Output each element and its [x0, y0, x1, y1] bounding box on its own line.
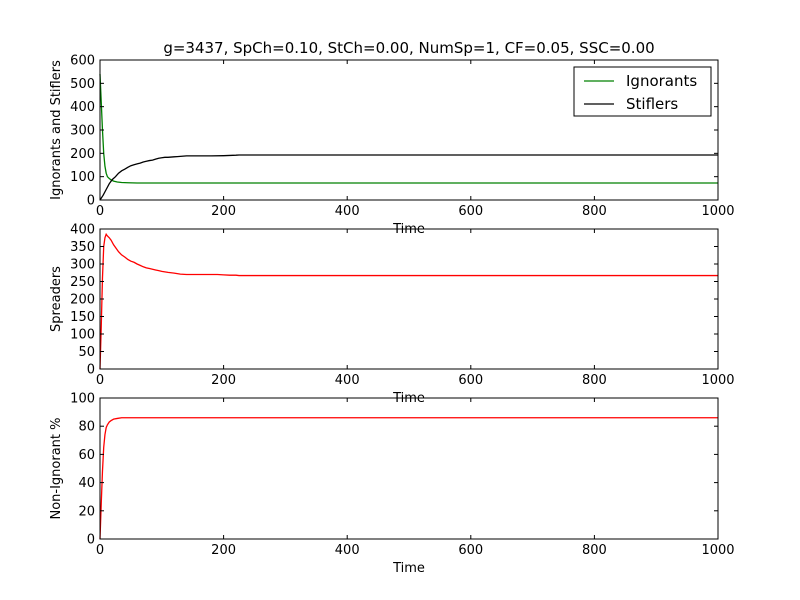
legend-box	[573, 66, 712, 117]
legend-label-ignorants: Ignorants	[626, 72, 697, 90]
axes-frame	[99, 397, 719, 540]
y-tick-label: 40	[78, 476, 95, 491]
x-tick-label: 400	[335, 543, 360, 558]
axes-frame	[99, 228, 719, 370]
y-tick-label: 0	[87, 363, 95, 378]
subplot-1: 0 200 400 600 800 10000100200300400500600Time…	[49, 54, 735, 238]
subplot-2: 0 200 400 600 800 100005010015020025030035040…	[49, 223, 735, 407]
x-tick-label: 600	[458, 543, 483, 558]
legend-label-stiflers: Stiflers	[626, 95, 678, 113]
x-axis-label: Time	[392, 561, 425, 576]
y-axis-label: Non-Ignorant %	[49, 417, 64, 519]
y-axis-label: Spreaders	[49, 266, 64, 332]
y-tick-label: 60	[78, 448, 95, 463]
subplot-3: 0 200 400 600 800 1000 0 20 40 60 80 100 Time Non-Ign…	[49, 392, 735, 577]
y-tick-label: 300	[70, 258, 95, 273]
x-tick-label: 1000	[701, 543, 734, 558]
x-tick-label: 600	[458, 204, 483, 219]
y-tick-label: 250	[70, 275, 95, 290]
y-tick-label: 300	[70, 124, 95, 139]
x-tick-label: 0	[96, 204, 104, 219]
y-tick-label: 600	[70, 54, 95, 69]
series-line-panel2-1	[99, 232, 718, 370]
x-tick-label: 0	[96, 373, 104, 388]
series-line-stiflers	[99, 154, 718, 201]
x-tick-label: 800	[582, 543, 607, 558]
x-tick-label: 600	[458, 373, 483, 388]
y-tick-label: 350	[70, 240, 95, 255]
y-tick-label: 400	[70, 100, 95, 115]
y-tick-label: 20	[78, 504, 95, 519]
x-tick-label: 200	[211, 204, 236, 219]
y-tick-label: 100	[70, 170, 95, 185]
x-tick-label: 200	[211, 543, 236, 558]
x-tick-label: 400	[335, 204, 360, 219]
x-tick-label: 800	[582, 373, 607, 388]
x-tick-label: 0	[96, 543, 104, 558]
legend: Ignorants Stiflers	[573, 66, 712, 117]
y-tick-label: 500	[70, 77, 95, 92]
x-tick-label: 1000	[701, 204, 734, 219]
y-axis-label: Ignorants and Stiflers	[49, 60, 64, 200]
y-tick-label: 100	[70, 328, 95, 343]
y-tick-label: 200	[70, 147, 95, 162]
y-tick-label: 100	[70, 392, 95, 407]
chart-title: g=3437, SpCh=0.10, StCh=0.00, NumSp=1, C…	[163, 39, 654, 57]
x-tick-label: 400	[335, 373, 360, 388]
series-line-panel3-1	[99, 417, 718, 540]
y-tick-label: 0	[87, 194, 95, 209]
x-tick-label: 1000	[701, 373, 734, 388]
y-tick-label: 80	[78, 420, 95, 435]
x-tick-label: 200	[211, 373, 236, 388]
y-tick-label: 50	[78, 345, 95, 360]
y-tick-label: 200	[70, 293, 95, 308]
y-tick-label: 150	[70, 310, 95, 325]
x-tick-label: 800	[582, 204, 607, 219]
y-tick-label: 0	[87, 533, 95, 548]
y-tick-label: 400	[70, 223, 95, 238]
